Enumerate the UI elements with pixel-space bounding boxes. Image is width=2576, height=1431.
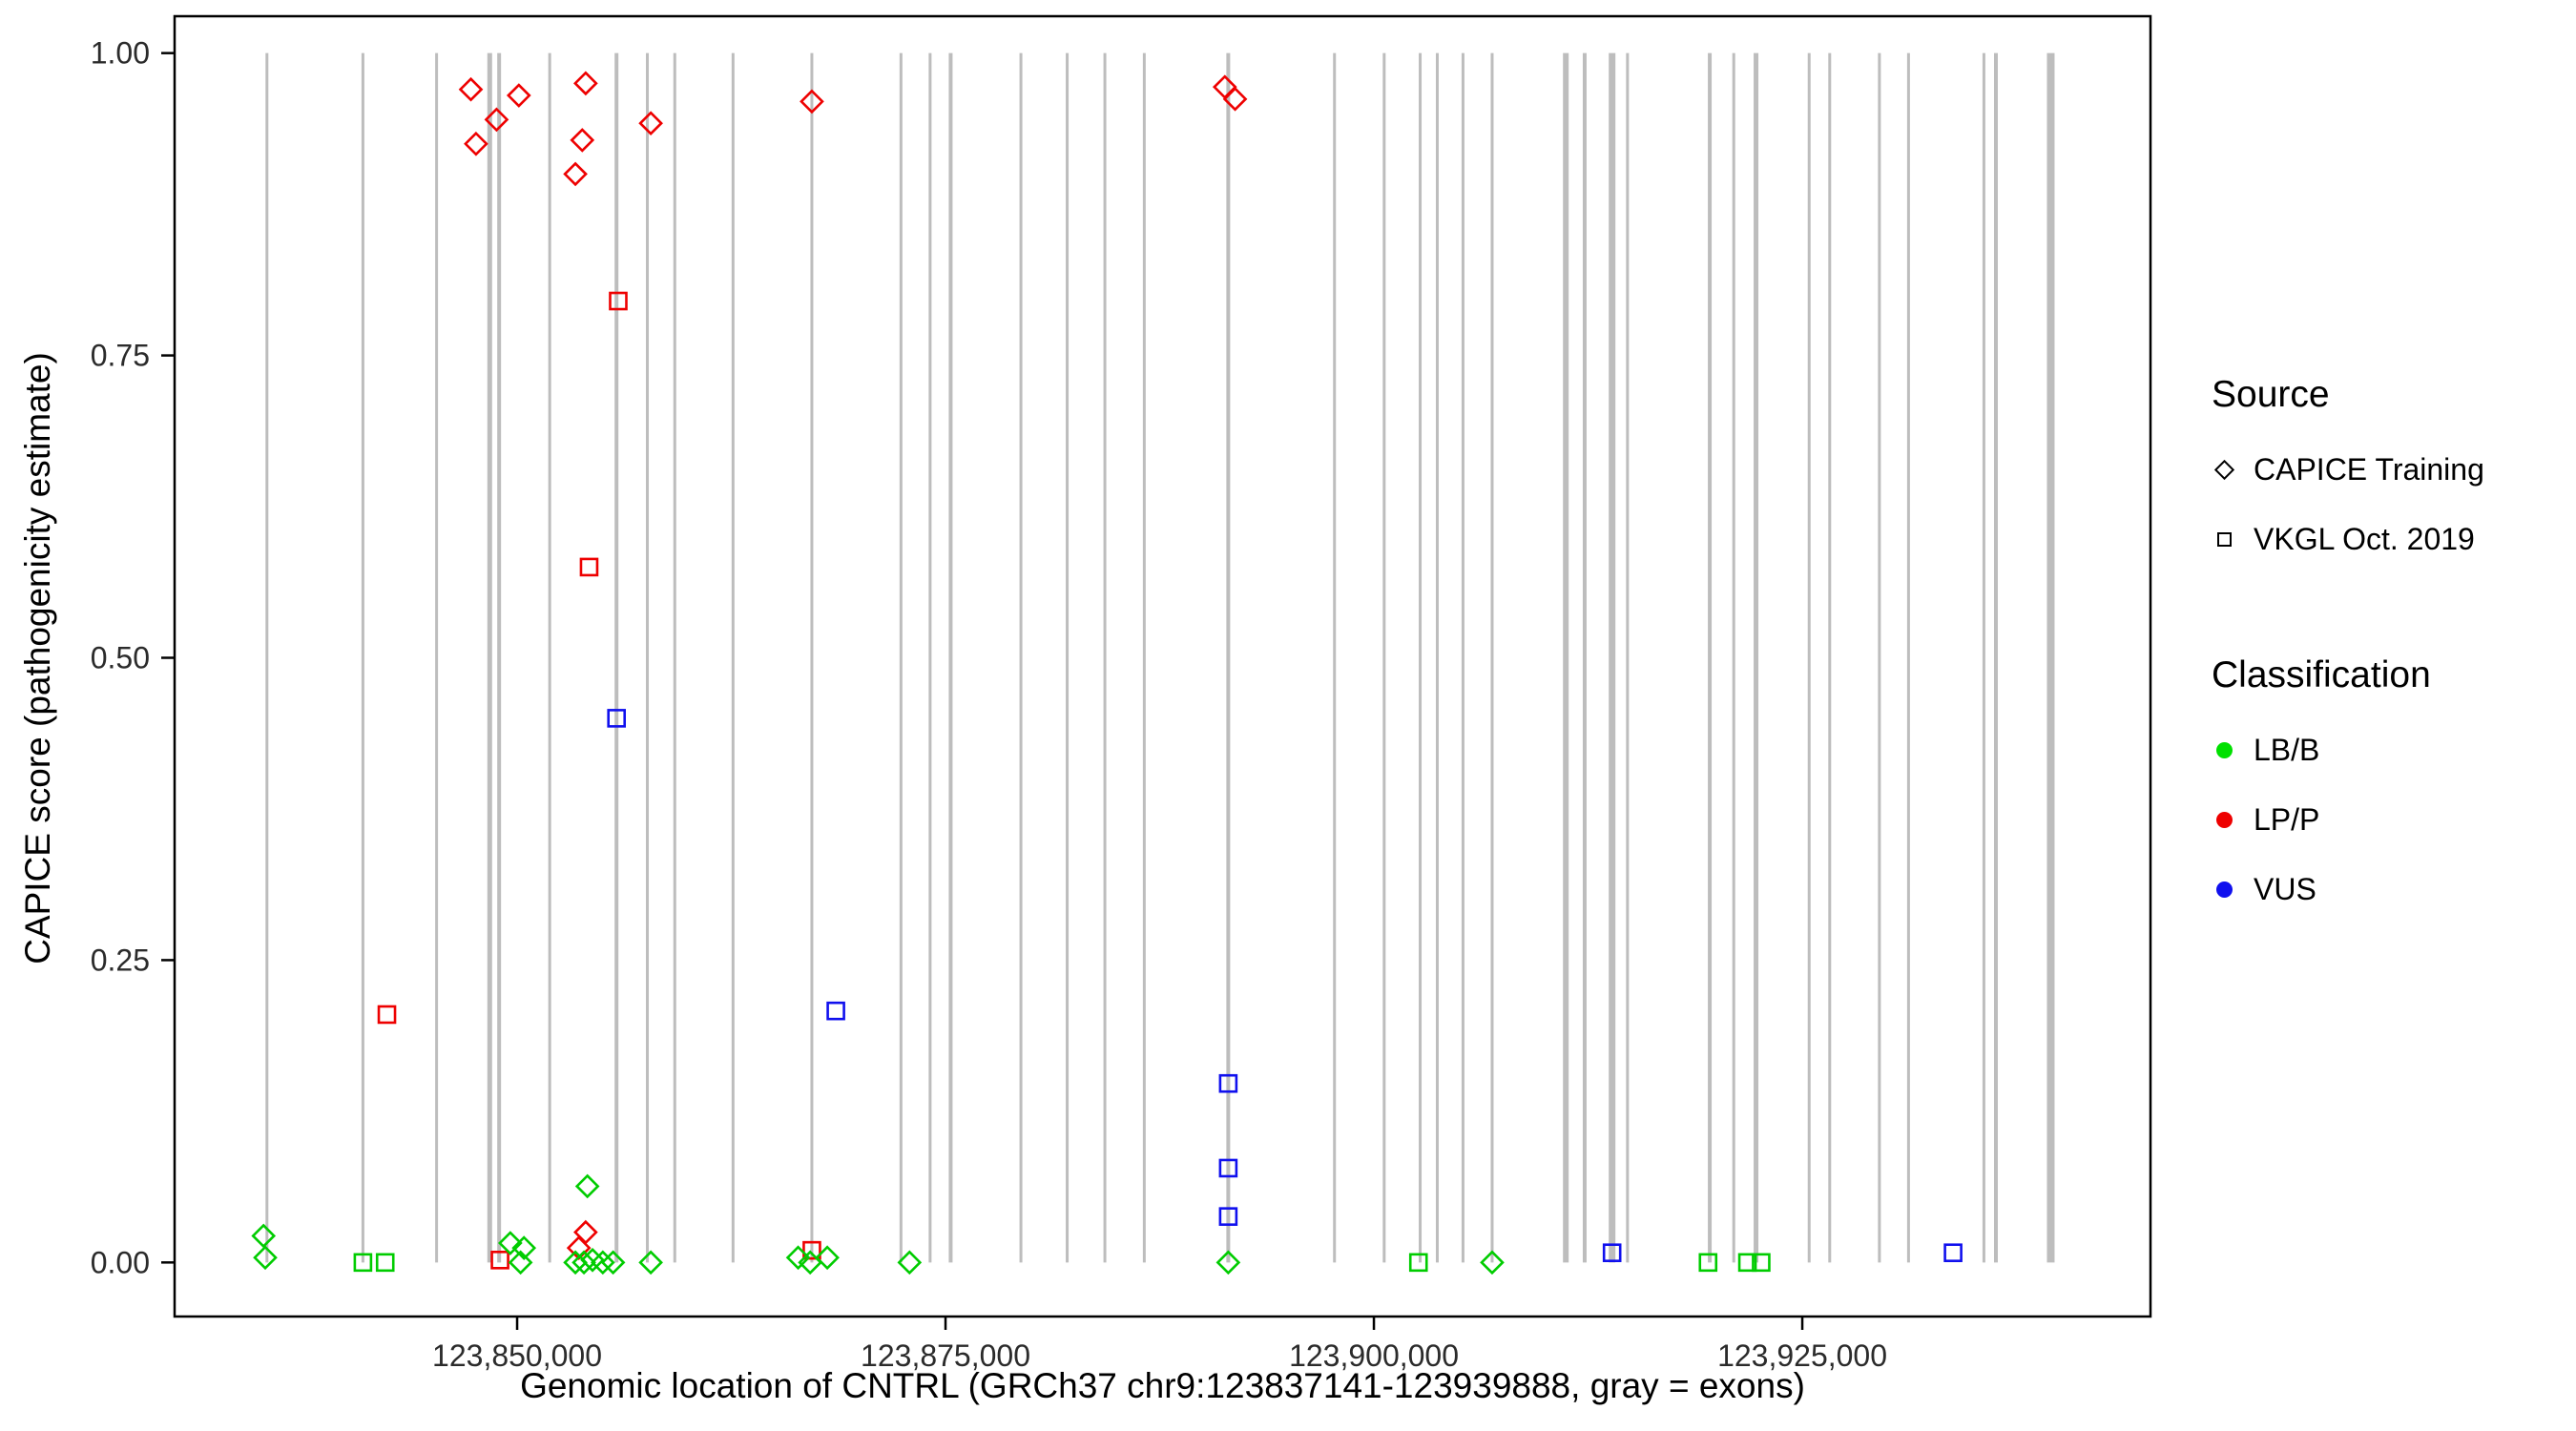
data-point-square: [607, 709, 626, 728]
data-point-diamond: [600, 1250, 626, 1275]
data-point-square: [490, 1250, 509, 1270]
data-point-diamond: [508, 1250, 533, 1275]
data-point-diamond: [638, 111, 663, 136]
data-point-diamond: [498, 1231, 523, 1255]
data-point-diamond: [251, 1223, 277, 1249]
color-dot-icon: [2212, 742, 2254, 758]
data-point-diamond: [1212, 74, 1237, 99]
data-point-diamond: [897, 1250, 923, 1275]
y-tick-label: 1.00: [91, 36, 150, 71]
x-tick-label: 123,925,000: [1717, 1338, 1887, 1373]
legend-item-classification: LP/P: [2212, 785, 2574, 855]
data-point-square: [1752, 1253, 1771, 1273]
data-point-square: [1602, 1243, 1622, 1262]
y-tick-label: 0.50: [91, 640, 150, 674]
legend-item-label: VUS: [2254, 872, 2316, 906]
data-point-diamond: [590, 1250, 615, 1275]
data-point-diamond: [571, 1250, 596, 1275]
x-tick-label: 123,875,000: [861, 1338, 1030, 1373]
legend-item-label: VKGL Oct. 2019: [2254, 522, 2475, 556]
color-dot-icon: [2212, 881, 2254, 898]
data-point-diamond: [563, 161, 588, 187]
data-point-diamond: [1480, 1250, 1505, 1275]
data-point-diamond: [638, 1250, 663, 1275]
data-point-diamond: [815, 1245, 840, 1271]
y-tick-label: 0.00: [91, 1245, 150, 1279]
square-icon: [2212, 532, 2254, 547]
legend-item-diamond: CAPICE Training: [2212, 435, 2574, 505]
legend-source-items: CAPICE Training VKGL Oct. 2019: [2212, 435, 2574, 574]
data-point-square: [802, 1240, 821, 1260]
legend-source-title: Source: [2212, 374, 2330, 415]
legend-item-classification: LB/B: [2212, 716, 2574, 785]
data-point-diamond: [1222, 86, 1248, 112]
legend-item-label: CAPICE Training: [2254, 452, 2484, 487]
data-point-diamond: [253, 1245, 278, 1271]
data-point-square: [826, 1001, 845, 1021]
data-point-square: [1698, 1253, 1718, 1273]
data-point-diamond: [800, 89, 824, 114]
data-point-square: [579, 557, 599, 577]
x-axis-title: Genomic location of CNTRL (GRCh37 chr9:1…: [520, 1366, 1805, 1405]
legend-item-label: LP/P: [2254, 802, 2320, 837]
data-point-square: [1218, 1158, 1238, 1178]
data-point-diamond: [506, 83, 531, 108]
legend-item-label: LB/B: [2254, 733, 2320, 767]
data-point-square: [1408, 1253, 1428, 1273]
y-tick-label: 0.75: [91, 339, 150, 373]
data-point-square: [609, 291, 628, 311]
y-axis-title: CAPICE score (pathogenicity estimate): [18, 352, 57, 964]
legend-item-square: VKGL Oct. 2019: [2212, 505, 2574, 574]
legend-classification-items: LB/B LP/P VUS: [2212, 716, 2574, 924]
data-point-diamond: [464, 131, 488, 156]
data-point-diamond: [484, 107, 509, 133]
data-point-diamond: [570, 128, 595, 153]
data-point-square: [1943, 1243, 1963, 1262]
panel-border: [173, 14, 2152, 1318]
data-point-diamond: [573, 71, 598, 96]
data-point-square: [1218, 1073, 1238, 1093]
data-point-diamond: [458, 76, 484, 102]
x-tick-label: 123,900,000: [1289, 1338, 1459, 1373]
data-point-diamond: [511, 1235, 537, 1260]
legend-classification-title: Classification: [2212, 654, 2431, 695]
data-point-diamond: [1215, 1250, 1241, 1275]
data-point-diamond: [574, 1173, 600, 1199]
data-point-square: [377, 1005, 397, 1025]
data-point-square: [375, 1253, 395, 1273]
data-point-diamond: [785, 1245, 811, 1271]
data-point-square: [1218, 1207, 1238, 1226]
data-point-square: [1737, 1253, 1757, 1273]
diamond-icon: [2212, 459, 2254, 481]
legend: Source CAPICE Training VKGL Oct. 2019 Cla…: [2212, 374, 2574, 924]
color-dot-icon: [2212, 812, 2254, 828]
legend-item-classification: VUS: [2212, 855, 2574, 924]
x-tick-label: 123,850,000: [432, 1338, 602, 1373]
data-point-square: [353, 1253, 373, 1273]
y-tick-label: 0.25: [91, 943, 150, 977]
